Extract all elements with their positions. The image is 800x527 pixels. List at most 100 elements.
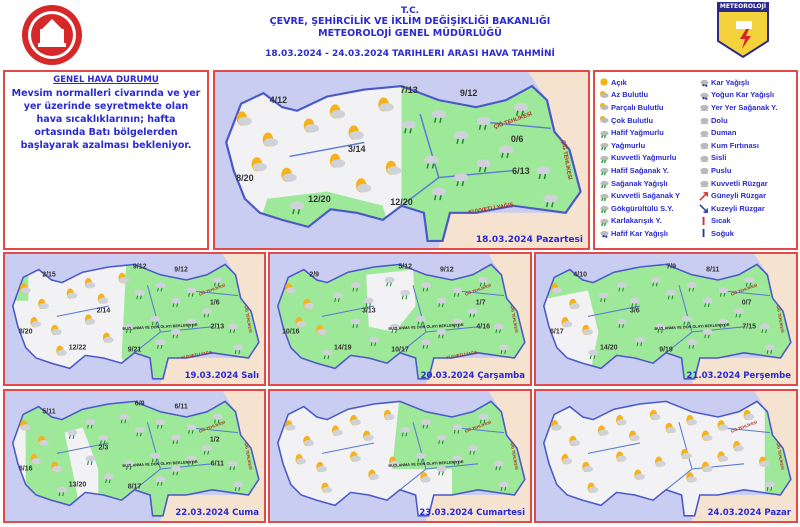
temperature-label: 2/3 <box>98 444 109 452</box>
legend-item: Kum Fırtınası <box>699 139 794 152</box>
temperature-label: 1/7 <box>475 299 486 307</box>
temperature-label: 12/20 <box>308 193 331 204</box>
rain-cloud-icon <box>436 297 447 308</box>
sun-cloud-icon <box>281 167 297 182</box>
rain-cloud-icon <box>233 481 244 491</box>
haze-icon <box>700 168 709 175</box>
rain-cloud-icon <box>454 173 469 187</box>
sun-cloud-icon <box>743 409 755 421</box>
rain-cloud-icon <box>702 297 713 308</box>
rain-cloud-icon <box>155 419 166 429</box>
meteoroloji-logo: METEOROLOJİ <box>716 1 770 59</box>
forecast-map-day-7: ÇİĞ TEHLİKESİ ÇİĞ TEHLİKESİ 24.03.2024 Paz… <box>534 389 798 523</box>
temperature-label: 12/20 <box>390 197 413 208</box>
legend-label: Hafif Yağmurlu <box>611 128 664 138</box>
legend-label: Az Bulutlu <box>611 90 649 100</box>
rain-cloud-icon <box>436 328 447 339</box>
sun-cloud-icon <box>30 316 42 328</box>
hot-icon <box>702 216 705 225</box>
temperature-label: 2/15 <box>42 271 56 279</box>
rain-cloud-icon <box>155 476 166 486</box>
rain-cloud-icon <box>436 434 447 445</box>
rain-cloud-icon <box>436 465 447 476</box>
temperature-label: 4/16 <box>476 323 490 331</box>
temperature-label: 4/10 <box>573 271 587 279</box>
legend-item: Açık <box>599 76 697 89</box>
legend-item: Çok Bulutlu <box>599 114 697 127</box>
rain-cloud-icon <box>227 460 238 471</box>
rain-cloud-icon <box>171 328 181 339</box>
sun-cloud-icon <box>389 456 400 467</box>
temperature-label: 8/20 <box>18 328 33 336</box>
rain-cloud-icon <box>733 308 744 318</box>
temperature-label: 5/11 <box>42 408 56 416</box>
sun-cloud-icon <box>582 461 593 473</box>
temperature-label: 9/12 <box>174 266 188 274</box>
header-tc: T.C. <box>400 6 420 16</box>
legend-label: Yağmurlu <box>611 140 646 150</box>
rain-cloud-icon <box>85 455 96 465</box>
legend-item: Hafif Yağmurlu <box>599 126 697 139</box>
precipitation-area <box>12 401 259 516</box>
rain-cloud-icon <box>202 308 212 318</box>
legend-label: Sisli <box>711 153 727 163</box>
rain-cloud-icon <box>98 434 109 445</box>
temperature-label: 10/16 <box>282 328 300 336</box>
rain-cloud-icon <box>421 419 431 429</box>
precipitation-area <box>401 86 581 241</box>
rain-cloud-icon <box>322 349 333 360</box>
rain-cloud-icon <box>186 424 197 434</box>
sun-cloud-icon <box>551 283 562 294</box>
sun-cloud-icon <box>701 430 713 441</box>
temperature-label: 3/13 <box>361 307 376 315</box>
map-date-label: 24.03.2024 Pazar <box>707 508 791 518</box>
rain-cloud-icon <box>543 194 558 208</box>
legend-item: Az Bulutlu <box>599 89 697 102</box>
header-directorate: METEOROLOJİ GENEL MÜDÜRLÜĞÜ <box>318 28 502 39</box>
rain-cloud-icon <box>681 315 692 326</box>
temperature-label: 6/11 <box>210 460 224 468</box>
sun-cloud-icon <box>383 409 395 421</box>
strong-wind-icon <box>700 180 709 187</box>
rain-cloud-icon <box>202 445 212 455</box>
temperature-label: 3/14 <box>347 144 366 155</box>
rain-cloud-icon <box>744 276 755 287</box>
sun-cloud-icon <box>51 461 62 473</box>
rain-cloud-icon <box>369 336 379 347</box>
forecast-map-day-3: ÇİĞ TEHLİKESİ ÇİĞ TEHLİKESİ KUVVETLİ YAĞIŞ… <box>268 252 532 386</box>
sun-icon <box>600 78 608 86</box>
rain-cloud-icon <box>186 318 197 328</box>
legend-item: Sisli <box>699 152 794 165</box>
sun-cloud-icon <box>759 456 770 467</box>
rain-cloud-icon <box>765 344 775 354</box>
temperature-label: 9/12 <box>439 266 454 274</box>
dry-area <box>543 290 599 379</box>
rain-cloud-icon <box>629 297 640 308</box>
rain-cloud-icon <box>493 323 504 334</box>
legend-item: Kuvvetli Sağanak Y <box>599 189 697 202</box>
rain-cloud-icon <box>650 276 661 287</box>
temperature-label: 13/20 <box>68 481 87 489</box>
rain-cloud-icon <box>588 349 599 360</box>
rain-cloud-icon <box>415 315 426 326</box>
rain-cloud-icon <box>227 323 238 334</box>
legend-item: Gökgürültülü S.Y. <box>599 202 697 215</box>
north-wind-icon <box>699 204 708 214</box>
temperature-label: 9/21 <box>127 346 142 354</box>
rain-cloud-icon <box>389 323 400 334</box>
legend-item: Puslu <box>699 164 794 177</box>
legend-item: Kuvvetli Yağmurlu <box>599 152 697 165</box>
sun-cloud-icon <box>350 414 361 426</box>
sun-cloud-icon <box>597 425 609 436</box>
scattered-shower-icon <box>700 105 709 112</box>
forecast-map-day-1: ÇİĞ TEHLİKESİ ÇİĞ TEHLİKESİ KUVVETLİ YAĞIŞ… <box>213 70 590 250</box>
temperature-label: 9/12 <box>459 88 478 99</box>
rain-cloud-icon <box>702 328 713 339</box>
ministry-logo <box>20 3 84 67</box>
rain-cloud-icon <box>499 344 509 354</box>
rain-cloud-icon <box>212 413 223 424</box>
forecast-map-day-6: ÇİĞ TEHLİKESİ ÇİĞ TEHLİKESİ BUZLANMA VE DO… <box>268 389 532 523</box>
sun-cloud-icon <box>331 425 343 436</box>
rain-cloud-icon <box>431 187 446 201</box>
rain-cloud-icon <box>666 289 677 300</box>
